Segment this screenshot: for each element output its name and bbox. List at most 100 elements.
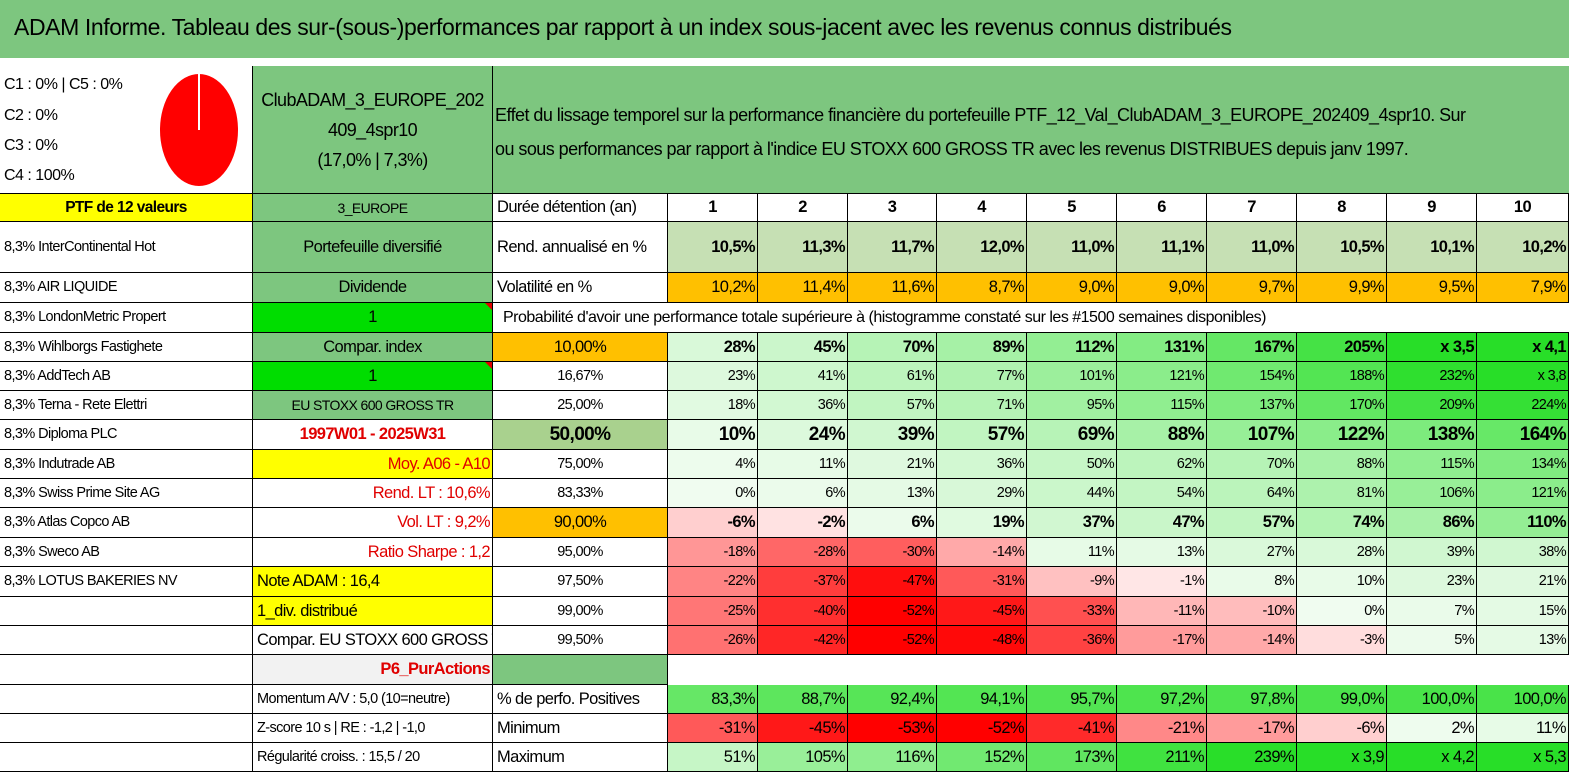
probability-value: 121% (1477, 479, 1569, 508)
probability-threshold: 16,67% (493, 362, 668, 391)
probability-value: 74% (1297, 508, 1387, 538)
minimum-value: -6% (1297, 714, 1387, 743)
volatility-value: 9,5% (1387, 273, 1477, 303)
probability-value: 115% (1387, 450, 1477, 479)
annual-return-value: 10,2% (1477, 222, 1569, 273)
holding-row: 8,3% LondonMetric Propert (0, 303, 253, 333)
probability-value: -18% (668, 538, 758, 567)
probability-value: 70% (848, 333, 937, 362)
holding-row: 8,3% InterContinental Hot (0, 222, 253, 273)
comment-marker-icon (485, 362, 492, 369)
probability-value: -33% (1027, 597, 1117, 626)
comment-marker-icon (485, 303, 492, 310)
probability-value: -2% (758, 508, 848, 538)
probability-value: 81% (1297, 479, 1387, 508)
minimum-value: 11% (1477, 714, 1569, 743)
probability-value: -52% (848, 626, 937, 655)
info-cell: Régularité croiss. : 15,5 / 20 (253, 743, 493, 772)
maximum-value: 116% (848, 743, 937, 772)
probability-value: -28% (758, 538, 848, 567)
year-header: 2 (758, 194, 848, 222)
probability-value: 23% (668, 362, 758, 391)
positive-perf-value: 95,7% (1027, 685, 1117, 714)
probability-value: 0% (1297, 597, 1387, 626)
probability-value: 19% (937, 508, 1027, 538)
probability-value: x 4,1 (1477, 333, 1569, 362)
portfolio-id-block: ClubADAM_3_EUROPE_202 409_4spr10 (17,0% … (253, 66, 493, 194)
empty-cell (493, 655, 668, 685)
probability-value: 188% (1297, 362, 1387, 391)
holding-row: 8,3% Terna - Rete Elettri (0, 391, 253, 420)
probability-value: 69% (1027, 420, 1117, 450)
probability-value: 10% (1297, 567, 1387, 597)
info-cell: Compar. EU STOXX 600 GROSS TR (253, 626, 493, 655)
maximum-label: Maximum (493, 743, 668, 772)
volatility-value: 11,4% (758, 273, 848, 303)
volatility-label: Volatilité en % (493, 273, 668, 303)
probability-value: -45% (937, 597, 1027, 626)
probability-value: 13% (1117, 538, 1207, 567)
annual-return-value: 11,7% (848, 222, 937, 273)
probability-value: -42% (758, 626, 848, 655)
probability-value: -30% (848, 538, 937, 567)
annual-return-value: 11,1% (1117, 222, 1207, 273)
legend-line: C1 : 0% | C5 : 0% (4, 76, 123, 93)
probability-value: 64% (1207, 479, 1297, 508)
maximum-value: 105% (758, 743, 848, 772)
minimum-value: 2% (1387, 714, 1477, 743)
probability-value: 170% (1297, 391, 1387, 420)
probability-value: 15% (1477, 597, 1569, 626)
volatility-value: 7,9% (1477, 273, 1569, 303)
positive-perf-value: 97,2% (1117, 685, 1207, 714)
title-bar: ADAM Informe. Tableau des sur-(sous-)per… (0, 0, 1569, 62)
probability-value: 13% (848, 479, 937, 508)
annual-return-value: 12,0% (937, 222, 1027, 273)
year-header: 8 (1297, 194, 1387, 222)
maximum-value: 152% (937, 743, 1027, 772)
positive-perf-value: 83,3% (668, 685, 758, 714)
info-cell: Compar. index (253, 333, 493, 362)
probability-value: 154% (1207, 362, 1297, 391)
report-title: ADAM Informe. Tableau des sur-(sous-)per… (14, 14, 1232, 40)
duration-label: Durée détention (an) (493, 194, 668, 222)
positive-perf-value: 100,0% (1387, 685, 1477, 714)
probability-value: x 3,8 (1477, 362, 1569, 391)
minimum-value: -53% (848, 714, 937, 743)
probability-value: 164% (1477, 420, 1569, 450)
probability-value: 95% (1027, 391, 1117, 420)
info-cell: 1997W01 - 2025W31 (253, 420, 493, 450)
probability-value: 24% (758, 420, 848, 450)
maximum-value: x 5,3 (1477, 743, 1569, 772)
probability-value: 6% (758, 479, 848, 508)
probability-value: 0% (668, 479, 758, 508)
holding-row: 8,3% AddTech AB (0, 362, 253, 391)
empty-cell (0, 655, 253, 685)
holding-row: 8,3% Swiss Prime Site AG (0, 479, 253, 508)
probability-value: 88% (1117, 420, 1207, 450)
year-header: 5 (1027, 194, 1117, 222)
empty-cell (0, 626, 253, 655)
probability-threshold: 10,00% (493, 333, 668, 362)
info-cell: 1_div. distribué (253, 597, 493, 626)
portfolio-name-line: ClubADAM_3_EUROPE_202 (261, 89, 484, 110)
probability-threshold: 83,33% (493, 479, 668, 508)
minimum-value: -45% (758, 714, 848, 743)
probability-value: 122% (1297, 420, 1387, 450)
probability-value: -37% (758, 567, 848, 597)
probability-value: -52% (848, 597, 937, 626)
probability-value: -11% (1117, 597, 1207, 626)
probability-value: 41% (758, 362, 848, 391)
annual-return-value: 11,0% (1207, 222, 1297, 273)
probability-value: 21% (848, 450, 937, 479)
probability-value: 29% (937, 479, 1027, 508)
probability-value: 115% (1117, 391, 1207, 420)
probability-value: 77% (937, 362, 1027, 391)
probability-value: 11% (758, 450, 848, 479)
probability-value: 209% (1387, 391, 1477, 420)
annual-return-value: 10,5% (668, 222, 758, 273)
probability-threshold: 50,00% (493, 420, 668, 450)
probability-value: -17% (1117, 626, 1207, 655)
probability-value: 232% (1387, 362, 1477, 391)
probability-value: 131% (1117, 333, 1207, 362)
allocation-pie-chart (158, 72, 240, 188)
